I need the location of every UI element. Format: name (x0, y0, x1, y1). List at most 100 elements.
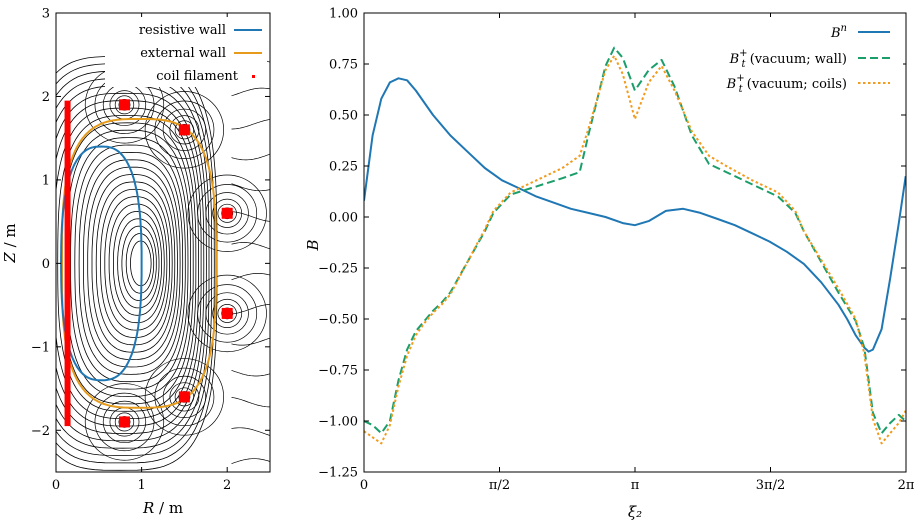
legend-label-coil-filament: coil filament (156, 69, 239, 84)
y-tick-label: −1.00 (318, 415, 358, 430)
open-field-line (231, 87, 270, 97)
left-plot-frame (55, 12, 271, 473)
coil-flux-loop (205, 192, 249, 235)
flux-contour (95, 181, 173, 346)
open-field-line (231, 273, 270, 281)
coil-flux-loop (102, 400, 147, 444)
open-field-line (231, 153, 270, 161)
resistive-wall-curve (60, 145, 143, 382)
coil-flux-loop (174, 120, 195, 140)
y-tick-label: 0.50 (329, 109, 358, 124)
coil-flux-loop (197, 184, 258, 243)
flux-contour (56, 92, 205, 434)
coil-flux-loop (174, 387, 195, 407)
coil-flux-loop (187, 274, 267, 353)
coil-flux-loop (144, 91, 225, 169)
open-field-line (231, 427, 270, 436)
open-field-line (231, 211, 270, 222)
series-line-0 (364, 77, 906, 353)
legend-label-resistive-wall: resistive wall (139, 23, 226, 38)
coil-flux-loop (144, 358, 225, 436)
coil-filaments (64, 99, 233, 428)
open-field-line (231, 337, 270, 346)
flux-contour (108, 203, 165, 324)
coil-flux-loop (114, 412, 135, 432)
coil-filament-marker (221, 207, 233, 219)
flux-contour (130, 240, 152, 287)
y-tick-label: 1.00 (329, 7, 358, 22)
x-tick-label: 2π (898, 478, 915, 493)
y-tick-label: −2 (31, 424, 50, 439)
y-tick-label: −0.75 (318, 364, 358, 379)
coil-flux-loop (162, 108, 207, 151)
series-line-2 (364, 54, 906, 445)
series-lines (364, 46, 906, 445)
open-field-line (231, 183, 270, 192)
coil-flux-loop (169, 382, 200, 412)
coil-filament-marker (118, 416, 130, 428)
coil-flux-loop (162, 375, 207, 419)
x-tick-label: 3π/2 (756, 478, 785, 493)
flux-contour (91, 174, 176, 353)
coil-flux-loop (154, 100, 215, 159)
x-tick-label: π (631, 478, 640, 493)
x-tick-label: 1 (137, 478, 145, 493)
legend-swatch-coil-filament (252, 75, 255, 78)
x-tick-label: 0 (360, 478, 368, 493)
right-xlabel: ξ₂ (628, 503, 642, 521)
flux-contour (70, 137, 189, 390)
flux-contour (125, 233, 155, 294)
coil-flux-loop (217, 203, 237, 223)
right-panel: 0 π/2 π 3π/2 2π −1.25 −1.00 −0.75 −0.50 −0.25 0.00… (304, 7, 915, 522)
legend-label-bn: Bn (830, 23, 847, 41)
series-line-1 (364, 46, 906, 435)
flux-contour (100, 188, 170, 338)
open-field-line (231, 242, 270, 250)
y-tick-label: −0.25 (318, 262, 358, 277)
coil-filament-marker (178, 391, 190, 403)
y-tick-label: −0.50 (318, 313, 358, 328)
left-ylabel: Z / m (1, 223, 19, 263)
flux-contour (78, 151, 184, 375)
left-legend: resistive wall external wall coil filame… (105, 17, 267, 87)
left-panel: 0 1 2 −2 −1 0 1 2 3 resistive wall external wall… (1, 7, 271, 517)
open-field-line (231, 303, 270, 315)
y-tick-label: 2 (42, 90, 50, 105)
flux-contour (121, 225, 157, 301)
flux-contour (56, 78, 210, 449)
coil-flux-loop (169, 115, 200, 145)
left-xlabel: R / m (142, 499, 183, 517)
x-tick-label: π/2 (489, 478, 510, 493)
coil-filament-marker (221, 307, 233, 319)
y-tick-label: −1 (31, 340, 50, 355)
flux-contour (56, 100, 202, 427)
open-field-line (231, 119, 270, 130)
legend-label-bt-coils: B+ t (vacuum; coils) (726, 73, 847, 95)
coil-flux-loop (154, 367, 215, 427)
coil-flux-loop (212, 298, 243, 328)
flux-contour (56, 85, 207, 442)
x-tick-label: 0 (52, 478, 60, 493)
y-tick-label: 0.25 (329, 160, 358, 175)
y-tick-label: 0.75 (329, 58, 358, 73)
coil-filament-marker (118, 99, 130, 111)
y-tick-label: 0 (42, 257, 50, 272)
y-tick-label: 3 (42, 7, 50, 22)
y-tick-label: 0.00 (329, 211, 358, 226)
right-ylabel: B (304, 239, 322, 251)
legend-label-external-wall: external wall (140, 46, 226, 61)
coil-flux-loop (197, 284, 258, 343)
coil-flux-loop (205, 292, 249, 335)
flux-contour (56, 70, 213, 457)
y-tick-label: −1.25 (318, 466, 358, 481)
y-tick-label: 1 (42, 173, 50, 188)
coil-flux-loop (187, 174, 267, 252)
x-tick-label: 2 (223, 478, 231, 493)
flux-contour (74, 144, 186, 383)
flux-contour (104, 196, 168, 331)
coil-flux-loop (84, 383, 165, 461)
legend-label-bt-wall: B+ t (vacuum; wall) (729, 48, 847, 70)
open-field-line (231, 396, 270, 408)
coil-flux-loop (114, 95, 135, 115)
